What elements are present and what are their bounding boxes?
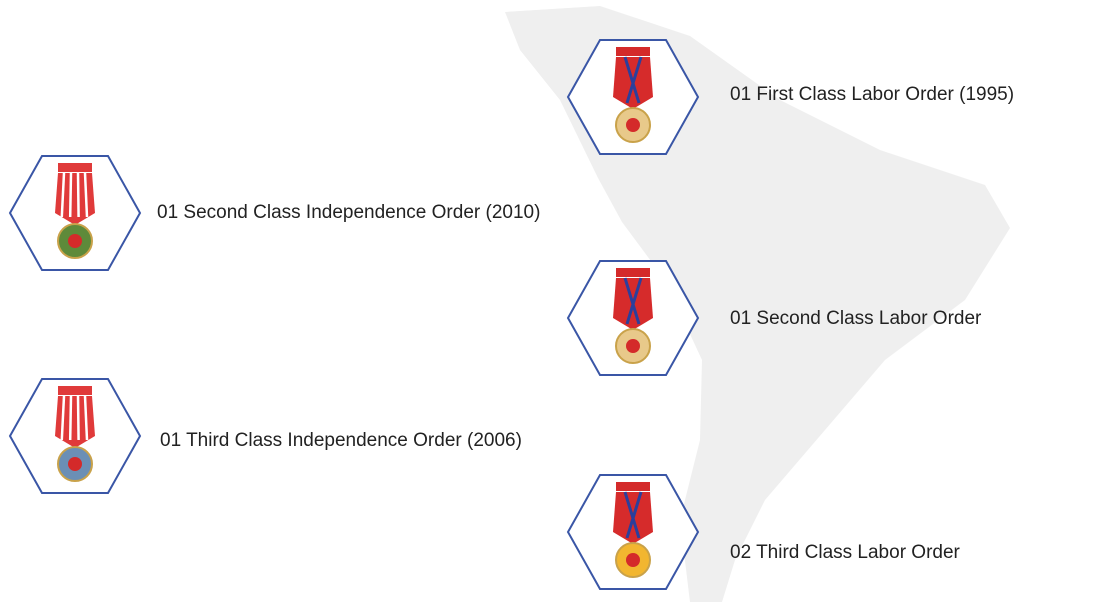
ribbon-stripe: [625, 491, 643, 539]
award-item: 02 Third Class Labor Order: [566, 474, 961, 590]
ribbon-stripe: [76, 172, 80, 218]
ribbon-stripe: [68, 395, 73, 441]
ribbon-stripe: [623, 56, 641, 104]
medal-center: [68, 457, 82, 471]
award-item: 01 Second Class Labor Order: [566, 260, 982, 376]
ribbon-stripe: [623, 277, 641, 325]
ribbon-bar: [616, 47, 650, 56]
ribbon-bar: [616, 482, 650, 491]
ribbon-bar: [616, 268, 650, 277]
award-label: 01 Third Class Independence Order (2006): [160, 430, 522, 451]
ribbon-stripe: [625, 277, 643, 325]
award-label: 02 Third Class Labor Order: [730, 542, 961, 563]
award-label: 01 Second Class Independence Order (2010…: [157, 202, 540, 223]
medal-center: [626, 553, 640, 567]
ribbon-stripe: [68, 172, 73, 218]
award-label: 01 Second Class Labor Order: [730, 308, 982, 329]
ribbon-stripe: [60, 395, 66, 441]
award-item: 01 Third Class Independence Order (2006): [8, 378, 522, 494]
award-label: 01 First Class Labor Order (1995): [730, 84, 1014, 105]
ribbon-stripe: [625, 56, 643, 104]
award-item: 01 Second Class Independence Order (2010…: [8, 155, 540, 271]
ribbon-stripe: [623, 491, 641, 539]
medal-center: [626, 339, 640, 353]
medal-center: [68, 234, 82, 248]
medal-center: [626, 118, 640, 132]
ribbon-stripe: [76, 395, 80, 441]
ribbon-bar: [58, 386, 92, 395]
award-item: 01 First Class Labor Order (1995): [566, 39, 1014, 155]
ribbon-bar: [58, 163, 92, 172]
ribbon-stripe: [60, 172, 66, 218]
ribbon-stripe: [83, 395, 89, 441]
ribbon-stripe: [83, 172, 89, 218]
